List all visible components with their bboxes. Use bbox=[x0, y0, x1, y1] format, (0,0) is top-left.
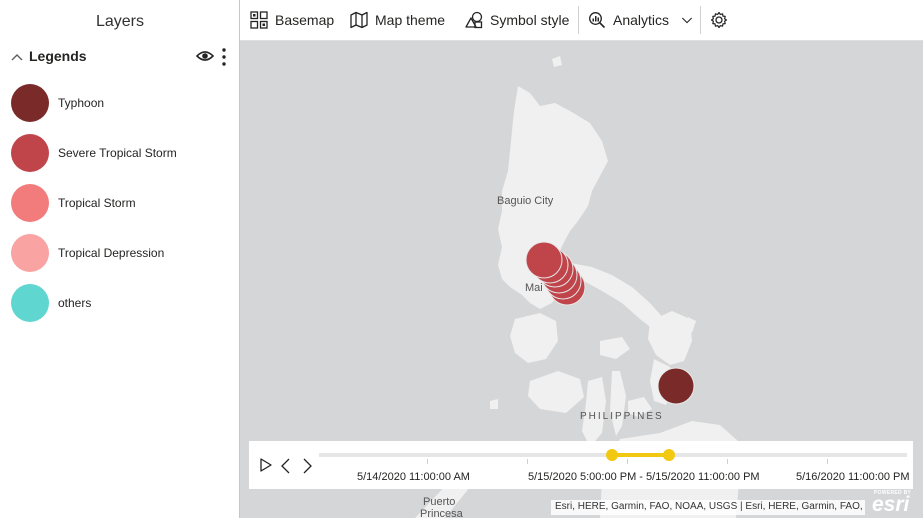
land-islet bbox=[686, 317, 696, 333]
previous-icon[interactable] bbox=[280, 458, 292, 474]
symbol-style-icon bbox=[465, 11, 483, 29]
legend-label: others bbox=[58, 296, 92, 310]
map-label-philippines: PHILIPPINES bbox=[580, 411, 664, 422]
chevron-down-icon bbox=[681, 17, 693, 24]
land-bohol bbox=[628, 397, 652, 417]
slider-tick bbox=[727, 459, 728, 464]
legend-swatch bbox=[11, 84, 49, 122]
analytics-label: Analytics bbox=[613, 12, 670, 28]
basemap-button[interactable]: Basemap bbox=[250, 0, 334, 40]
symbol-style-button[interactable]: Symbol style bbox=[465, 0, 569, 40]
land-negros bbox=[582, 377, 606, 447]
map-label-manila: Mai bbox=[525, 282, 543, 294]
land-luzon bbox=[498, 86, 608, 309]
slider-end-handle[interactable] bbox=[662, 449, 675, 461]
legend-item-tropical-storm: Tropical Storm bbox=[11, 184, 231, 222]
analytics-icon bbox=[589, 12, 606, 29]
toolbar-divider bbox=[700, 6, 701, 34]
gear-icon bbox=[710, 11, 728, 29]
legend-item-typhoon: Typhoon bbox=[11, 84, 231, 122]
esri-logo: POWERED BY esri bbox=[872, 490, 912, 516]
slider-tick bbox=[627, 459, 628, 464]
basemap-label: Basemap bbox=[275, 12, 335, 28]
storm-point bbox=[657, 367, 695, 405]
basemap-icon bbox=[250, 11, 268, 29]
legend-swatch bbox=[11, 134, 49, 172]
map-theme-label: Map theme bbox=[375, 12, 446, 28]
map-attribution: Esri, HERE, Garmin, FAO, NOAA, USGS | Es… bbox=[551, 500, 865, 515]
map-toolbar: Basemap Map theme Symbol style Analytics bbox=[240, 0, 923, 41]
land-mindoro bbox=[510, 313, 558, 363]
slider-tick bbox=[827, 459, 828, 464]
toolbar-divider bbox=[578, 6, 579, 34]
play-icon[interactable] bbox=[259, 458, 273, 472]
legend-swatch bbox=[11, 284, 49, 322]
map-icon bbox=[350, 11, 368, 29]
storm-point bbox=[525, 241, 563, 279]
more-options-icon[interactable] bbox=[220, 47, 228, 67]
legend-label: Severe Tropical Storm bbox=[58, 146, 177, 160]
analytics-button[interactable]: Analytics bbox=[588, 0, 693, 40]
legend-item-others: others bbox=[11, 284, 231, 322]
land-islet bbox=[552, 56, 562, 67]
map-label-baguio: Baguio City bbox=[497, 195, 554, 207]
next-icon[interactable] bbox=[301, 458, 313, 474]
land-masbate bbox=[600, 337, 630, 359]
map-label-puerto: Puerto bbox=[423, 496, 456, 508]
eye-icon[interactable] bbox=[196, 49, 214, 63]
land-islet bbox=[490, 399, 498, 409]
legend-item-tropical-depression: Tropical Depression bbox=[11, 234, 231, 272]
slider-range-label: 5/15/2020 5:00:00 PM - 5/15/2020 11:00:0… bbox=[528, 471, 760, 483]
legend-label: Typhoon bbox=[58, 96, 105, 110]
legends-label: Legends bbox=[29, 48, 87, 64]
slider-tick bbox=[527, 459, 528, 464]
map-canvas[interactable]: Baguio City Mai PHILIPPINES Puerto Princ… bbox=[240, 41, 923, 518]
legend-label: Tropical Depression bbox=[58, 246, 165, 260]
land-panay bbox=[528, 371, 584, 413]
symbol-style-label: Symbol style bbox=[490, 12, 570, 28]
slider-tick bbox=[427, 459, 428, 464]
slider-range-fill bbox=[611, 453, 669, 457]
slider-end-label: 5/16/2020 11:00:00 PM bbox=[796, 471, 910, 483]
slider-start-handle[interactable] bbox=[605, 449, 618, 461]
map-label-princesa: Princesa bbox=[420, 508, 463, 518]
legend-item-severe-tropical-storm: Severe Tropical Storm bbox=[11, 134, 231, 172]
land-samar bbox=[648, 311, 692, 365]
legend-swatch bbox=[11, 184, 49, 222]
layers-panel: Layers Legends Typhoon Severe Tropical S… bbox=[0, 0, 240, 518]
storm-track-markers[interactable] bbox=[525, 241, 695, 405]
chevron-up-icon[interactable] bbox=[10, 50, 24, 64]
settings-button[interactable] bbox=[710, 0, 735, 40]
legends-header[interactable]: Legends bbox=[8, 46, 234, 68]
legend-swatch bbox=[11, 234, 49, 272]
panel-title: Layers bbox=[95, 13, 145, 30]
time-slider: 5/14/2020 11:00:00 AM 5/15/2020 5:00:00 … bbox=[249, 441, 913, 489]
slider-start-label: 5/14/2020 11:00:00 AM bbox=[357, 471, 470, 483]
legend-label: Tropical Storm bbox=[58, 196, 136, 210]
land-cebu bbox=[610, 371, 626, 436]
map-theme-button[interactable]: Map theme bbox=[350, 0, 445, 40]
